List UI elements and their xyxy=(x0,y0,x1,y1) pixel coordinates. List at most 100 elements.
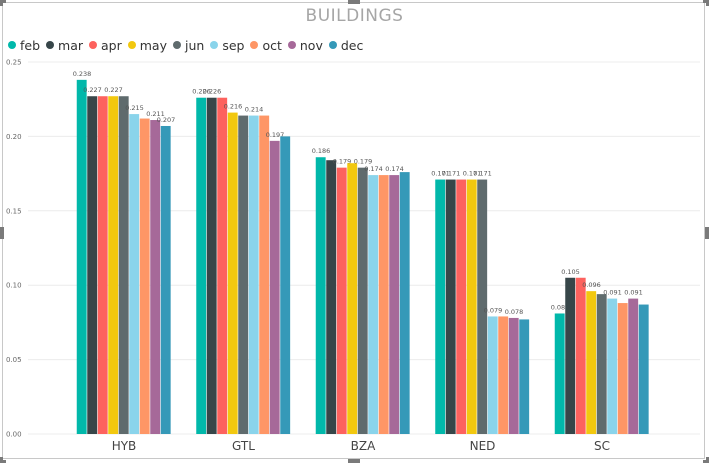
data-label: 0.207 xyxy=(157,116,176,124)
resize-handle-bottom-left[interactable] xyxy=(0,460,6,463)
bar-dec-BZA xyxy=(399,172,410,434)
bar-dec-HYB xyxy=(160,125,171,434)
bar-may-GTL xyxy=(227,112,238,434)
legend-marker-jun xyxy=(172,41,181,49)
data-label: 0.096 xyxy=(582,281,601,289)
data-label: 0.197 xyxy=(266,131,285,139)
bar-oct-HYB xyxy=(139,118,150,434)
data-label: 0.081 xyxy=(551,303,570,311)
bar-may-BZA xyxy=(347,163,358,434)
data-label: 0.171 xyxy=(463,170,482,178)
data-label: 0.238 xyxy=(73,70,92,78)
legend-label: sep xyxy=(222,37,245,53)
bar-oct-NED xyxy=(498,316,509,434)
bar-oct-SC xyxy=(617,303,628,434)
bar-dec-SC xyxy=(638,304,649,434)
bar-apr-HYB xyxy=(97,96,108,434)
legend-label: mar xyxy=(58,37,84,53)
data-label: 0.091 xyxy=(624,289,643,297)
x-tick-label: GTL xyxy=(232,439,255,453)
resize-handle-bottom-left-v[interactable] xyxy=(0,457,3,463)
bar-nov-HYB xyxy=(150,120,161,435)
bar-apr-BZA xyxy=(336,167,347,434)
legend-marker-may xyxy=(127,41,136,49)
chart-legend: feb mar apr may jun sep oct nov dec xyxy=(8,37,369,53)
y-tick-label: 0.15 xyxy=(6,207,22,215)
bar-nov-GTL xyxy=(269,140,280,434)
data-label: 0.171 xyxy=(473,170,492,178)
resize-handle-bottom[interactable] xyxy=(348,459,360,463)
data-label: 0.214 xyxy=(245,106,264,114)
data-label: 0.171 xyxy=(431,170,450,178)
bar-jun-HYB xyxy=(118,96,129,434)
x-tick-label: BZA xyxy=(351,439,376,453)
legend-item-jun[interactable]: jun xyxy=(172,37,205,53)
data-label: 0.216 xyxy=(224,103,243,111)
legend-item-oct[interactable]: oct xyxy=(250,38,282,53)
bar-mar-HYB xyxy=(87,96,98,434)
bar-apr-GTL xyxy=(217,97,228,434)
data-label: 0.226 xyxy=(203,88,222,96)
legend-item-apr[interactable]: apr xyxy=(89,38,122,53)
bar-sep-HYB xyxy=(129,114,140,434)
y-tick-label: 0.10 xyxy=(6,282,22,290)
resize-handle-top-right-v[interactable] xyxy=(706,0,709,6)
legend-marker-dec xyxy=(328,41,337,49)
bar-may-HYB xyxy=(108,96,119,434)
legend-item-mar[interactable]: mar xyxy=(46,38,83,53)
bar-jun-SC xyxy=(596,294,607,434)
data-label: 0.211 xyxy=(146,110,165,118)
resize-handle-top-left-v[interactable] xyxy=(0,0,3,6)
x-tick-label: NED xyxy=(470,439,496,453)
data-label: 0.227 xyxy=(104,86,123,94)
y-tick-label: 0.00 xyxy=(6,431,22,439)
legend-label: apr xyxy=(101,37,122,53)
bar-mar-GTL xyxy=(206,97,217,434)
data-label: 0.091 xyxy=(603,289,622,297)
legend-marker-mar xyxy=(46,41,55,49)
x-tick-label: HYB xyxy=(112,439,137,453)
data-label: 0.227 xyxy=(83,86,102,94)
legend-item-nov[interactable]: nov xyxy=(287,37,323,53)
bar-apr-SC xyxy=(575,277,586,434)
resize-handle-right[interactable] xyxy=(705,227,709,239)
legend-item-sep[interactable]: sep xyxy=(210,38,244,53)
legend-label: may xyxy=(139,37,167,53)
bar-dec-GTL xyxy=(280,136,291,434)
legend-label: dec xyxy=(340,37,364,53)
bar-apr-NED xyxy=(456,179,467,434)
data-label: 0.215 xyxy=(125,104,144,112)
legend-item-may[interactable]: may xyxy=(127,37,167,53)
resize-handle-bottom-right-v[interactable] xyxy=(706,457,709,463)
bar-may-SC xyxy=(586,291,597,434)
resize-handle-top[interactable] xyxy=(348,0,360,4)
bar-feb-NED xyxy=(435,179,446,434)
data-label: 0.079 xyxy=(484,306,503,314)
y-tick-label: 0.05 xyxy=(6,356,22,364)
resize-handle-top-left[interactable] xyxy=(0,0,6,3)
x-tick-label: SC xyxy=(594,439,610,453)
data-label: 0.174 xyxy=(364,165,383,173)
legend-item-feb[interactable]: feb xyxy=(8,38,40,53)
bar-jun-BZA xyxy=(357,167,368,434)
bar-sep-BZA xyxy=(368,175,379,434)
bar-may-NED xyxy=(466,179,477,434)
data-label: 0.174 xyxy=(385,165,404,173)
bar-mar-BZA xyxy=(326,160,337,434)
chart-title: BUILDINGS xyxy=(305,6,404,26)
bar-oct-GTL xyxy=(259,115,270,435)
resize-handle-left[interactable] xyxy=(0,227,4,239)
data-label: 0.186 xyxy=(312,147,331,155)
data-label: 0.179 xyxy=(333,158,352,166)
data-label: 0.105 xyxy=(561,268,580,276)
data-label: 0.226 xyxy=(192,88,211,96)
legend-marker-apr xyxy=(89,41,98,49)
data-label: 0.179 xyxy=(354,158,373,166)
legend-marker-feb xyxy=(8,41,16,49)
bar-mar-SC xyxy=(565,277,576,434)
legend-label: jun xyxy=(184,37,205,53)
legend-item-dec[interactable]: dec xyxy=(328,37,364,53)
legend-label: nov xyxy=(299,37,323,53)
bar-feb-SC xyxy=(554,313,565,434)
